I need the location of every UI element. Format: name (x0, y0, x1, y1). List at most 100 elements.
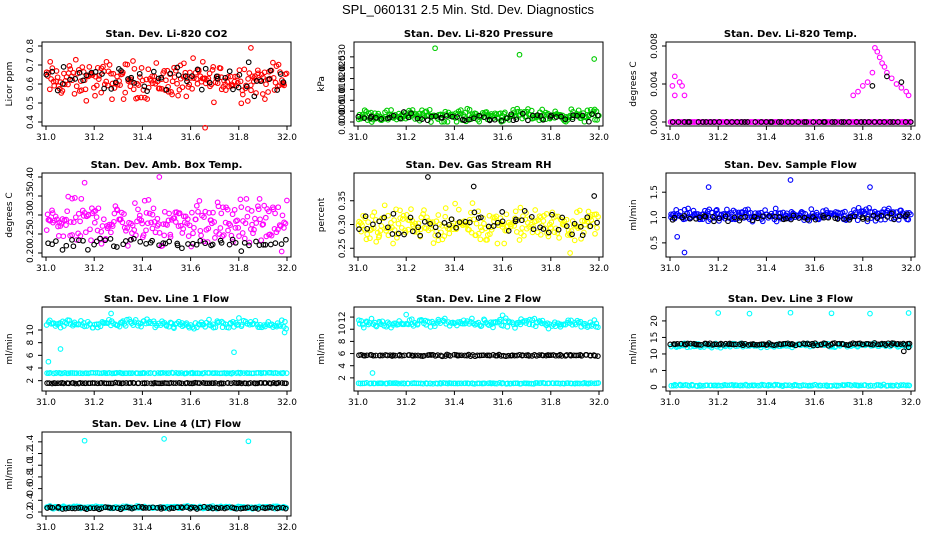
data-point (70, 243, 77, 250)
data-point (722, 213, 729, 220)
data-point (43, 71, 50, 78)
data-point (99, 71, 105, 77)
y-tick-label: 15 (650, 332, 660, 343)
outlier-point (470, 183, 477, 190)
plot-frame (665, 172, 916, 258)
data-point (789, 119, 795, 125)
x-tick-label: 31.2 (708, 264, 728, 274)
data-point (519, 110, 526, 117)
x-tick-label: 31.6 (805, 398, 825, 408)
data-point (121, 224, 128, 231)
data-point (891, 216, 897, 223)
data-point (252, 505, 259, 511)
x-tick-label: 31.2 (84, 523, 104, 533)
data-point (592, 116, 598, 123)
data-point (274, 87, 281, 93)
data-point (476, 352, 483, 359)
data-point (492, 110, 498, 117)
data-point (197, 227, 204, 234)
x-tick-label: 31.0 (348, 133, 368, 143)
data-point (179, 380, 185, 387)
data-point (217, 65, 224, 72)
data-point (357, 380, 364, 387)
data-point (483, 109, 490, 115)
data-point (571, 237, 578, 244)
data-point (561, 380, 567, 387)
data-point (595, 324, 601, 331)
data-point (875, 341, 881, 348)
data-point (190, 55, 196, 61)
data-point (142, 505, 149, 511)
data-point (378, 116, 385, 122)
data-point (276, 222, 283, 228)
data-point (272, 210, 278, 217)
data-point (222, 74, 229, 81)
outlier-point (591, 193, 598, 199)
outlier-point (676, 79, 683, 85)
y-tick-label: 0.8 (26, 470, 36, 485)
series-main (43, 436, 290, 512)
data-point (161, 232, 168, 239)
data-point (722, 340, 729, 347)
x-tick-label: 32.0 (277, 133, 297, 143)
data-point (513, 116, 520, 123)
data-point (236, 67, 243, 73)
data-point (66, 317, 73, 324)
data-point (871, 119, 878, 125)
data-point (406, 352, 413, 358)
chart-title: Stan. Dev. Line 3 Flow (728, 294, 853, 305)
data-point (131, 227, 138, 233)
y-tick-label: 10 (650, 348, 660, 360)
data-point (60, 233, 67, 240)
data-point (52, 380, 59, 387)
data-point (526, 353, 532, 359)
data-point (271, 87, 278, 93)
data-point (165, 217, 172, 224)
data-point (218, 505, 225, 511)
data-point (146, 210, 153, 217)
data-point (212, 380, 219, 386)
data-point (172, 219, 179, 225)
data-point (462, 380, 469, 387)
data-point (405, 226, 412, 233)
data-point (255, 370, 262, 376)
outlier-point (876, 54, 883, 61)
x-tick-label: 31.8 (229, 133, 249, 143)
outlier-point (705, 184, 712, 190)
data-point (154, 505, 161, 511)
data-point (69, 195, 75, 202)
data-point (481, 220, 487, 227)
data-point (278, 241, 285, 247)
data-point (836, 340, 843, 347)
data-point (281, 82, 287, 89)
data-point (236, 379, 243, 386)
y-tick-label: 10 (338, 323, 348, 335)
data-point (446, 230, 453, 237)
data-point (196, 380, 203, 386)
data-point (795, 119, 802, 125)
data-point (226, 220, 232, 227)
data-point (555, 226, 562, 233)
data-point (530, 226, 537, 233)
data-point (283, 236, 289, 243)
data-point (108, 70, 114, 77)
y-tick-label: 6 (26, 352, 36, 358)
data-point (81, 323, 88, 330)
y-tick-label: 2 (338, 375, 348, 381)
y-tick-label: 0.5 (650, 236, 660, 250)
y-tick-label: 0 (650, 384, 660, 390)
data-point (109, 380, 116, 387)
series-secondary (355, 109, 601, 125)
data-point (481, 114, 487, 121)
data-point (370, 352, 377, 359)
data-point (185, 241, 191, 247)
data-point (707, 119, 714, 125)
data-point (149, 73, 156, 80)
data-point (568, 352, 574, 359)
x-tick-label: 31.2 (84, 133, 104, 143)
data-point (205, 225, 212, 232)
data-point (49, 210, 56, 216)
data-point (144, 220, 151, 227)
data-point (69, 237, 75, 243)
